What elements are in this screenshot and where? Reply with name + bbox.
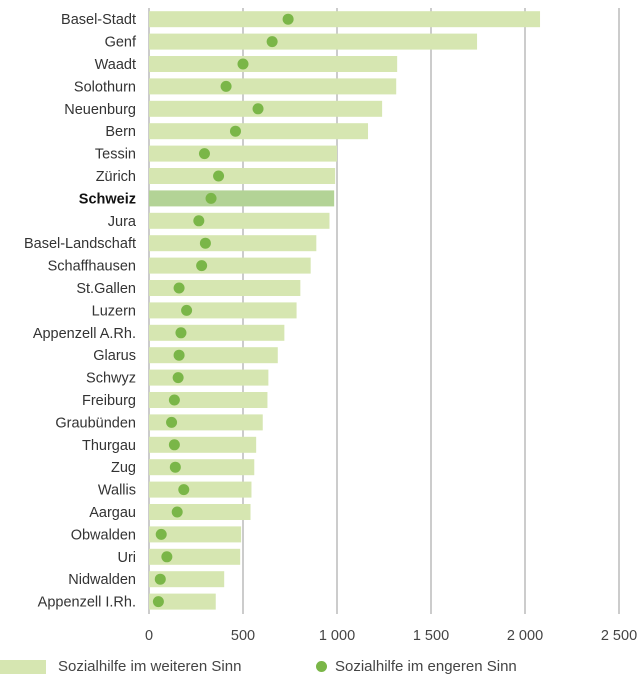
bar-schwyz bbox=[149, 369, 269, 386]
bar-st-gallen bbox=[149, 280, 301, 296]
bar-zug bbox=[149, 459, 255, 476]
legend-item-dot: Sozialhilfe im engeren Sinn bbox=[316, 658, 517, 675]
x-tick-label: 500 bbox=[231, 628, 255, 644]
bar-obwalden bbox=[149, 526, 242, 543]
dot-uri bbox=[161, 551, 173, 563]
dot-wallis bbox=[178, 484, 190, 496]
category-label: Basel-Stadt bbox=[61, 12, 136, 28]
x-tick-label: 2 500 bbox=[601, 628, 637, 644]
dot-luzern bbox=[181, 304, 193, 316]
dot-appenzell-i-rh- bbox=[152, 596, 164, 608]
dot-thurgau bbox=[168, 439, 180, 451]
bar-freiburg bbox=[149, 392, 268, 408]
category-label: Waadt bbox=[95, 57, 136, 73]
dot-obwalden bbox=[155, 528, 167, 540]
bar-graubünden bbox=[149, 414, 263, 431]
dot-waadt bbox=[237, 58, 249, 70]
category-label: Genf bbox=[105, 35, 137, 51]
bar-appenzell-a-rh- bbox=[149, 324, 285, 341]
category-labels: Basel-Stadt Genf Waadt Solothurn Neuenburg Be… bbox=[24, 12, 137, 610]
x-tick-label: 0 bbox=[145, 628, 153, 644]
category-label: Jura bbox=[108, 214, 137, 230]
dot-schaffhausen bbox=[196, 260, 208, 272]
legend-bar-swatch bbox=[0, 659, 46, 674]
dot-schwyz bbox=[172, 372, 184, 384]
category-label: Uri bbox=[117, 550, 136, 566]
category-label: Aargau bbox=[89, 505, 136, 521]
bar-nidwalden bbox=[149, 571, 225, 588]
category-label: Luzern bbox=[92, 303, 136, 319]
dot-bern bbox=[229, 125, 241, 137]
category-label: Neuenburg bbox=[64, 102, 136, 118]
x-tick-label: 1 000 bbox=[319, 628, 355, 644]
bar-bern bbox=[149, 123, 369, 140]
bar-schaffhausen bbox=[149, 257, 311, 274]
bar-wallis bbox=[149, 481, 252, 498]
bar-schweiz bbox=[149, 190, 335, 207]
dot-zürich bbox=[213, 170, 225, 182]
category-label: Basel-Landschaft bbox=[24, 236, 136, 252]
bar-basel-landschaft bbox=[149, 235, 317, 252]
x-axis-tick-labels: 0 500 1 000 1 500 2 000 2 500 bbox=[145, 628, 637, 644]
bar-aargau bbox=[149, 504, 251, 520]
category-label: Appenzell I.Rh. bbox=[38, 595, 136, 611]
bar-zürich bbox=[149, 168, 336, 184]
dot-solothurn bbox=[220, 80, 232, 92]
category-label: Appenzell A.Rh. bbox=[33, 326, 136, 342]
category-label: Tessin bbox=[95, 147, 136, 163]
bar-jura bbox=[149, 212, 330, 229]
category-label: Glarus bbox=[93, 348, 136, 364]
category-label: St.Gallen bbox=[76, 281, 136, 297]
category-label: Thurgau bbox=[82, 438, 136, 454]
dot-freiburg bbox=[168, 394, 180, 406]
dot-appenzell-a-rh- bbox=[175, 327, 187, 339]
dot-basel-stadt bbox=[282, 13, 294, 25]
dot-zug bbox=[169, 461, 181, 473]
dot-schweiz bbox=[205, 192, 217, 204]
dot-glarus bbox=[173, 349, 185, 361]
bar-basel-stadt bbox=[149, 11, 541, 28]
category-label: Bern bbox=[105, 124, 136, 140]
x-tick-label: 1 500 bbox=[413, 628, 449, 644]
category-label: Schaffhausen bbox=[48, 259, 136, 275]
bar-waadt bbox=[149, 56, 398, 72]
category-label: Wallis bbox=[98, 483, 136, 499]
dot-basel-landschaft bbox=[199, 237, 211, 249]
dot-neuenburg bbox=[252, 103, 264, 115]
dot-graubünden bbox=[166, 416, 178, 428]
category-label: Graubünden bbox=[55, 415, 136, 431]
category-label: Schweiz bbox=[79, 191, 136, 207]
category-label: Obwalden bbox=[71, 527, 136, 543]
bar-genf bbox=[149, 33, 478, 50]
category-label: Zug bbox=[111, 460, 136, 476]
x-tick-label: 2 000 bbox=[507, 628, 543, 644]
dot-nidwalden bbox=[154, 573, 166, 585]
bar-solothurn bbox=[149, 78, 397, 95]
category-label: Nidwalden bbox=[68, 572, 136, 588]
bar-uri bbox=[149, 548, 241, 565]
legend-item-bar: Sozialhilfe im weiteren Sinn bbox=[0, 658, 241, 675]
bar-appenzell-i-rh- bbox=[149, 593, 216, 610]
category-label: Zürich bbox=[96, 169, 136, 185]
category-label: Solothurn bbox=[74, 79, 136, 95]
dot-aargau bbox=[171, 506, 183, 518]
category-label: Schwyz bbox=[86, 371, 136, 387]
bar-luzern bbox=[149, 302, 297, 319]
legend-dot-swatch bbox=[316, 661, 327, 672]
category-label: Freiburg bbox=[82, 393, 136, 409]
legend-dot-label: Sozialhilfe im engeren Sinn bbox=[335, 658, 517, 675]
dot-st-gallen bbox=[173, 282, 185, 294]
bar-thurgau bbox=[149, 436, 257, 453]
legend: Sozialhilfe im weiteren Sinn Sozialhilfe… bbox=[0, 655, 643, 680]
bar-neuenburg bbox=[149, 100, 383, 117]
dot-jura bbox=[193, 215, 205, 227]
dot-genf bbox=[266, 36, 278, 48]
bar-tessin bbox=[149, 145, 337, 162]
dot-series bbox=[152, 13, 294, 608]
dot-tessin bbox=[198, 148, 210, 160]
bar-glarus bbox=[149, 347, 278, 364]
legend-bar-label: Sozialhilfe im weiteren Sinn bbox=[58, 658, 242, 675]
chart-area: Basel-Stadt Genf Waadt Solothurn Neuenburg Be… bbox=[24, 8, 637, 644]
bar-series bbox=[149, 11, 541, 610]
